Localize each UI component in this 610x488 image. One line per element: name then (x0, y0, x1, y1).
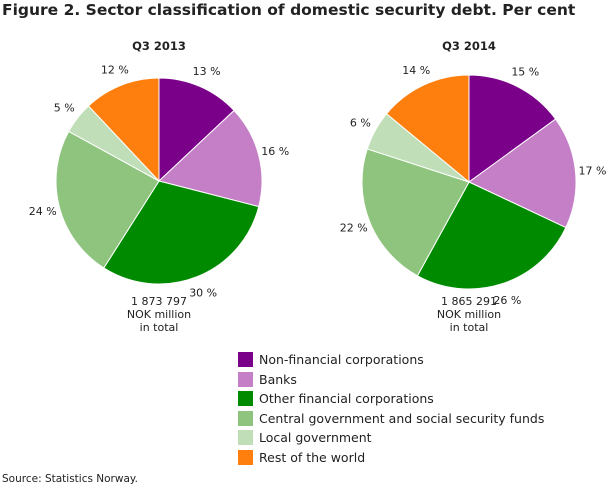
source-note: Source: Statistics Norway. (2, 473, 138, 485)
slice-label: 24 % (29, 205, 57, 218)
legend-item: Other financial corporations (238, 389, 544, 409)
pie-slice (87, 77, 160, 183)
legend-label: Other financial corporations (259, 391, 434, 407)
pie-slice (385, 74, 470, 184)
legend: Non-financial corporations Banks Other fin… (238, 350, 544, 467)
slice-label: 6 % (350, 116, 371, 129)
slice-label: 15 % (511, 66, 539, 79)
legend-label: Central government and social security f… (259, 410, 545, 426)
pie-1: Q3 2014 15 % 17 % 26 % 22 % 6 % 14 % 1 865 291N… (340, 39, 607, 334)
total-label: 1 873 797 (131, 295, 187, 308)
total-label: in total (140, 321, 179, 334)
legend-swatch (238, 352, 253, 368)
legend-label: Rest of the world (259, 449, 366, 465)
slice-label: 14 % (402, 64, 430, 77)
legend-item: Local government (238, 428, 544, 448)
pie-slice (55, 130, 160, 269)
legend-swatch (238, 371, 253, 387)
legend-item: Non-financial corporations (238, 350, 544, 370)
legend-label: Banks (259, 371, 297, 387)
pie-slice (468, 74, 557, 183)
pie-title: Q3 2013 (132, 39, 186, 53)
total-label: 1 865 291 (441, 295, 497, 308)
legend-swatch (238, 449, 253, 465)
legend-item: Banks (238, 370, 544, 390)
pie-slice (158, 77, 235, 183)
chart-title: Figure 2. Sector classification of domes… (2, 1, 576, 19)
total-label: NOK million (437, 308, 501, 321)
slice-label: 16 % (261, 145, 289, 158)
slice-label: 22 % (340, 222, 368, 235)
pie-0: Q3 2013 13 % 16 % 30 % 24 % 5 % 12 % 1 873 797N… (29, 39, 289, 334)
slice-label: 12 % (101, 63, 129, 76)
legend-swatch (238, 430, 253, 446)
slice-label: 17 % (578, 164, 606, 177)
legend-label: Non-financial corporations (259, 352, 424, 368)
total-label: in total (450, 321, 489, 334)
pie-slice (468, 118, 577, 229)
slice-label: 26 % (493, 294, 521, 307)
pie-slice (157, 109, 263, 208)
slice-label: 13 % (193, 65, 221, 78)
legend-label: Local government (259, 430, 372, 446)
slice-label: 5 % (54, 101, 75, 114)
legend-item: Central government and social security f… (238, 409, 544, 429)
legend-swatch (238, 391, 253, 407)
legend-item: Rest of the world (238, 448, 544, 468)
total-label: NOK million (127, 308, 191, 321)
legend-swatch (238, 410, 253, 426)
slice-label: 30 % (189, 287, 217, 300)
pie-slice (103, 180, 260, 285)
pie-title: Q3 2014 (442, 39, 496, 53)
pie-slice (361, 148, 470, 277)
